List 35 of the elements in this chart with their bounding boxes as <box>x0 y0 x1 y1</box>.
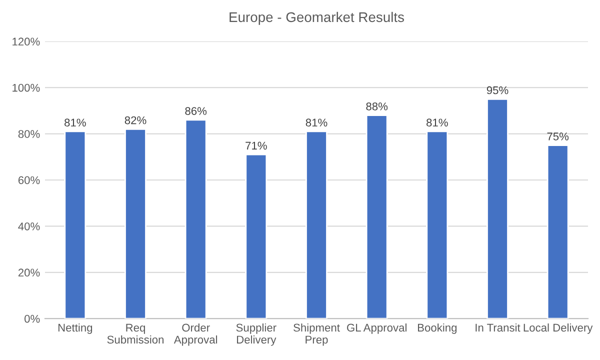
y-tick-label: 40% <box>18 222 40 230</box>
data-label: 82% <box>124 116 146 124</box>
bar <box>184 119 207 319</box>
bar <box>486 98 508 319</box>
y-tick-label: 60% <box>18 176 40 184</box>
data-label: 71% <box>246 142 267 150</box>
y-tick-label: 80% <box>18 130 40 138</box>
x-tick-label: Booking <box>418 323 457 334</box>
data-label: 81% <box>64 118 86 127</box>
x-tick-label: In Transit <box>476 323 520 332</box>
x-tick-label: Supplier Delivery <box>236 323 276 346</box>
data-label: 81% <box>426 118 448 127</box>
x-tick-label: GL Approval <box>347 323 406 334</box>
bar <box>366 114 388 319</box>
bar <box>245 154 268 319</box>
data-label: 95% <box>486 86 508 94</box>
y-tick-label: 100% <box>12 84 40 92</box>
bar <box>546 144 569 319</box>
bar <box>64 130 86 319</box>
chart-title: Europe - Geomarket Results <box>230 12 404 25</box>
x-tick-label: Order Approval <box>174 323 218 346</box>
bar <box>124 128 146 319</box>
bar <box>426 130 448 319</box>
y-tick-label: 120% <box>12 38 40 46</box>
x-tick-label: Local Delivery <box>524 323 593 334</box>
y-tick-label: 20% <box>18 268 40 277</box>
bar <box>306 130 328 319</box>
data-label: 88% <box>366 102 388 110</box>
data-label: 86% <box>185 107 207 115</box>
y-tick-label: 0% <box>24 314 40 323</box>
x-tick-label: Shipment Prep <box>294 323 340 346</box>
x-tick-label: Req Submission <box>107 324 164 344</box>
data-label: 75% <box>547 132 569 140</box>
data-label: 81% <box>306 118 328 127</box>
x-tick-label: Netting <box>58 323 92 334</box>
